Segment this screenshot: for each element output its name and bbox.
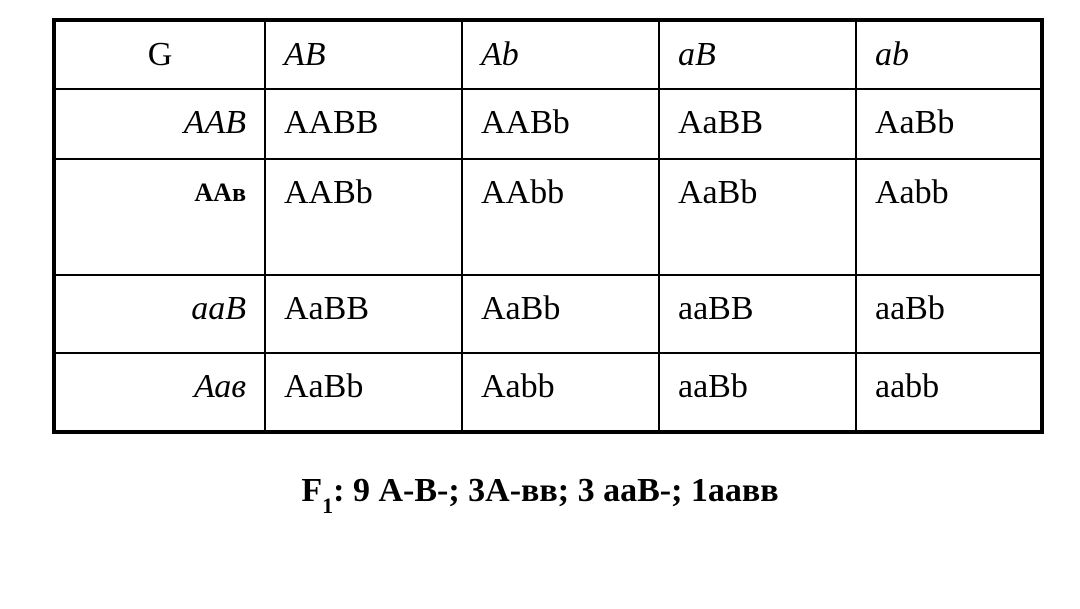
row-header-3: aaB — [55, 275, 265, 353]
cell-2-4: Aabb — [856, 159, 1041, 275]
cell-2-2: AAbb — [462, 159, 659, 275]
row-header-1: AAB — [55, 89, 265, 159]
caption-rest: : 9 А-В-; 3А-вв; 3 ааВ-; 1аавв — [333, 472, 779, 509]
table-row: ААв AABb AAbb AaBb Aabb — [55, 159, 1041, 275]
row-header-2: ААв — [55, 159, 265, 275]
cell-1-4: AaBb — [856, 89, 1041, 159]
col-header-ab-upper: AB — [265, 21, 462, 89]
col-header-ab-mixed1: Ab — [462, 21, 659, 89]
cell-4-2: Aabb — [462, 353, 659, 431]
cell-4-4: aabb — [856, 353, 1041, 431]
table-row: aaB AaBB AaBb aaBB aaBb — [55, 275, 1041, 353]
table-header-row: G AB Ab aB ab — [55, 21, 1041, 89]
table-row: Аав AaBb Aabb aaBb aabb — [55, 353, 1041, 431]
cell-3-2: AaBb — [462, 275, 659, 353]
cell-4-3: aaBb — [659, 353, 856, 431]
col-header-ab-mixed2: aB — [659, 21, 856, 89]
caption-subscript: 1 — [322, 493, 333, 518]
cell-3-3: aaBB — [659, 275, 856, 353]
cell-1-2: AABb — [462, 89, 659, 159]
cell-1-1: AABB — [265, 89, 462, 159]
cell-1-3: AaBB — [659, 89, 856, 159]
ratio-caption: F1: 9 А-В-; 3А-вв; 3 ааВ-; 1аавв — [0, 472, 1080, 515]
punnett-square-table: G AB Ab aB ab AAB AABB AABb AaBB AaBb АА… — [52, 18, 1044, 434]
table-row: AAB AABB AABb AaBB AaBb — [55, 89, 1041, 159]
cell-4-1: AaBb — [265, 353, 462, 431]
cell-2-3: AaBb — [659, 159, 856, 275]
cell-3-1: AaBB — [265, 275, 462, 353]
cell-3-4: aaBb — [856, 275, 1041, 353]
cell-2-1: AABb — [265, 159, 462, 275]
col-header-ab-lower: ab — [856, 21, 1041, 89]
row-header-4: Аав — [55, 353, 265, 431]
corner-cell-g: G — [55, 21, 265, 89]
caption-prefix: F — [301, 472, 322, 509]
